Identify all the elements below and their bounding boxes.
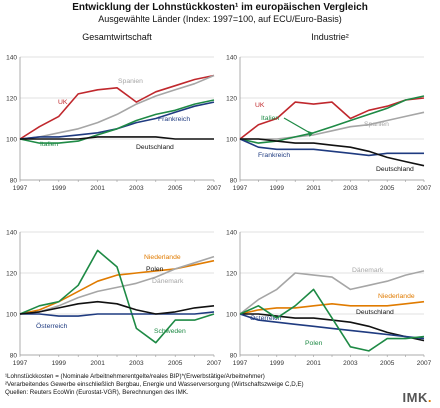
cluster-a-label-niederlande: Niederlande <box>144 254 181 261</box>
gesamt-label-spanien: Spanien <box>118 78 143 85</box>
industrie-xtick-label: 2001 <box>306 185 321 192</box>
industrie-label-deutschland: Deutschland <box>376 166 414 173</box>
cluster-a-ytick-label: 140 <box>6 230 17 237</box>
cluster-a-xtick-label: 2005 <box>168 360 183 367</box>
cluster-a-label-österreich: Österreich <box>36 322 68 330</box>
gesamt-series-italien <box>19 99 215 144</box>
cluster-b-ytick-label: 100 <box>226 312 237 319</box>
gesamt-xtick-label: 2001 <box>90 185 105 192</box>
cluster-a-xtick-label: 1999 <box>52 360 67 367</box>
cluster-b-ytick-label: 120 <box>226 271 237 278</box>
gesamt-ytick-label: 80 <box>10 178 18 185</box>
gesamt-label-frankreich: Frankreich <box>158 116 190 123</box>
chart-subtitle: Ausgewählte Länder (Index: 1997=100, auf… <box>98 14 342 24</box>
industrie-label-italien: Italien <box>261 115 279 122</box>
footnote-2: ²Verarbeitendes Gewerbe einschließlich B… <box>5 381 304 388</box>
cluster-b-label-österreich: Österreich <box>250 314 282 322</box>
industrie-xtick-label: 2007 <box>417 185 432 192</box>
industrie-series-frankreich <box>239 138 424 157</box>
cluster-a-xtick-label: 2003 <box>129 360 144 367</box>
gesamt-series-spanien <box>19 74 215 140</box>
industrie-ytick-label: 120 <box>226 96 237 103</box>
gesamt-ytick-label: 120 <box>6 96 17 103</box>
gesamt-label-uk: UK <box>58 99 68 106</box>
cluster-b-xtick-label: 2003 <box>343 360 358 367</box>
footnote-3: Quellen: Reuters EcoWin (Eurostat-VGR), … <box>5 389 189 396</box>
logo-dot: . <box>427 390 432 405</box>
cluster-b-ytick-label: 140 <box>226 230 237 237</box>
industrie-xtick-label: 1999 <box>270 185 285 192</box>
industrie-ytick-label: 80 <box>230 178 238 185</box>
gesamt-label-deutschland: Deutschland <box>136 144 174 151</box>
cluster-a-ytick-label: 120 <box>6 271 17 278</box>
cluster-a-series-österreich <box>20 311 215 317</box>
industrie-xtick-label: 2003 <box>343 185 358 192</box>
gesamt-xtick-label: 1999 <box>52 185 67 192</box>
industrie-ytick-label: 140 <box>226 55 237 62</box>
cluster-a-xtick-label: 2007 <box>207 360 222 367</box>
industrie-xtick-label: 2005 <box>380 185 395 192</box>
industrie-title: Industrie² <box>311 32 349 42</box>
industrie-series-spanien <box>240 111 425 140</box>
gesamt-series-deutschland <box>20 136 214 140</box>
industrie-italien-arrow-head <box>307 130 314 137</box>
industrie-xtick-label: 1997 <box>233 185 248 192</box>
cluster-b-series-polen <box>239 288 425 352</box>
cluster-a-label-schweden: Schweden <box>154 328 186 335</box>
gesamt-xtick-label: 2007 <box>207 185 222 192</box>
imk-logo: IMK. <box>403 390 432 405</box>
cluster-a-ytick-label: 100 <box>6 312 17 319</box>
cluster-b-xtick-label: 2005 <box>380 360 395 367</box>
gesamt-xtick-label: 1997 <box>13 185 28 192</box>
cluster-b-series-niederlande <box>239 300 425 315</box>
industrie-ytick-label: 100 <box>226 137 237 144</box>
gesamt-ytick-label: 140 <box>6 55 17 62</box>
industrie-series-italien <box>239 95 425 144</box>
cluster-b-series-österreich <box>239 313 425 340</box>
industrie-italien-arrow-shaft <box>283 117 312 135</box>
industrie-label-spanien: Spanien <box>364 121 389 128</box>
cluster-a-ytick-label: 80 <box>10 353 18 360</box>
cluster-b-series-deutschland <box>240 313 425 342</box>
footnote-1: ¹Lohnstückkosten = (Nominale Arbeitnehme… <box>5 373 265 380</box>
industrie-series-deutschland <box>240 138 425 167</box>
gesamt-ytick-label: 100 <box>6 137 17 144</box>
cluster-b-xtick-label: 2001 <box>306 360 321 367</box>
chart-title: Entwicklung der Lohnstückkosten¹ im euro… <box>72 2 368 13</box>
cluster-a-series-polen <box>19 300 215 315</box>
logo-text: IMK <box>402 390 428 405</box>
cluster-b-label-polen: Polen <box>305 340 323 347</box>
cluster-b-label-dänemark: Dänemark <box>352 267 384 274</box>
gesamt-xtick-label: 2005 <box>168 185 183 192</box>
cluster-b-ytick-label: 80 <box>230 353 238 360</box>
gesamt-title: Gesamtwirtschaft <box>82 32 152 42</box>
cluster-a-series-schweden <box>19 249 215 344</box>
cluster-a-xtick-label: 1997 <box>13 360 28 367</box>
industrie-series-uk <box>239 97 425 140</box>
cluster-b-xtick-label: 1999 <box>270 360 285 367</box>
cluster-a-label-dänemark: Dänemark <box>152 278 184 285</box>
cluster-b-label-deutschland: Deutschland <box>356 309 394 316</box>
cluster-b-series-dänemark <box>239 270 425 315</box>
cluster-b-xtick-label: 1997 <box>233 360 248 367</box>
cluster-a-xtick-label: 2001 <box>90 360 105 367</box>
cluster-b-xtick-label: 2007 <box>417 360 432 367</box>
gesamt-label-italien: Italien <box>40 141 58 148</box>
industrie-label-frankreich: Frankreich <box>258 152 290 159</box>
gesamt-series-uk <box>19 74 215 140</box>
industrie-label-uk: UK <box>255 102 265 109</box>
gesamt-xtick-label: 2003 <box>129 185 144 192</box>
cluster-a-series-dänemark <box>19 255 215 315</box>
cluster-b-label-niederlande: Niederlande <box>378 293 415 300</box>
cluster-a-label-polen: Polen <box>146 266 164 273</box>
